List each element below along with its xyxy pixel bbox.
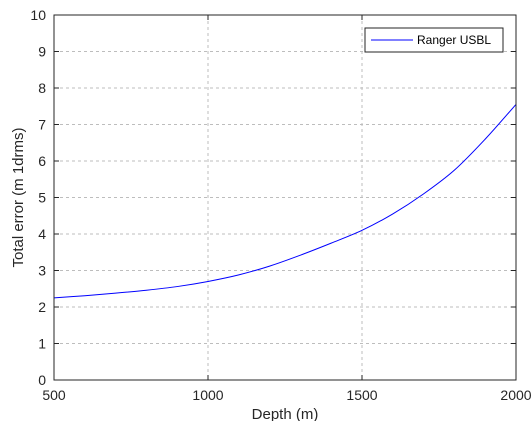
y-tick-label: 3: [38, 263, 46, 279]
tick-marks: [53, 14, 517, 381]
tick-labels: 500 1000 1500 2000 0 1 2 3 4 5 6 7 8 9 10: [30, 7, 531, 403]
legend-entry-label: Ranger USBL: [417, 33, 491, 47]
series-layer: [53, 104, 517, 299]
x-tick-label: 500: [42, 387, 66, 403]
y-tick-label: 2: [38, 299, 46, 315]
y-tick-label: 9: [38, 44, 46, 60]
y-axis-label: Total error (m 1drms): [10, 127, 27, 267]
x-tick-label: 1000: [192, 387, 223, 403]
x-axis-label: Depth (m): [252, 406, 319, 421]
x-tick-label: 2000: [500, 387, 531, 403]
y-tick-label: 1: [38, 336, 46, 352]
legend: Ranger USBL: [364, 27, 504, 53]
y-tick-label: 10: [30, 7, 46, 23]
y-tick-label: 0: [38, 372, 46, 388]
y-tick-label: 6: [38, 153, 46, 169]
series-line-ranger-usbl: [53, 104, 517, 299]
y-tick-label: 7: [38, 117, 46, 133]
y-tick-label: 5: [38, 190, 46, 206]
x-tick-label: 1500: [346, 387, 377, 403]
y-tick-label: 8: [38, 80, 46, 96]
y-tick-label: 4: [38, 226, 46, 242]
